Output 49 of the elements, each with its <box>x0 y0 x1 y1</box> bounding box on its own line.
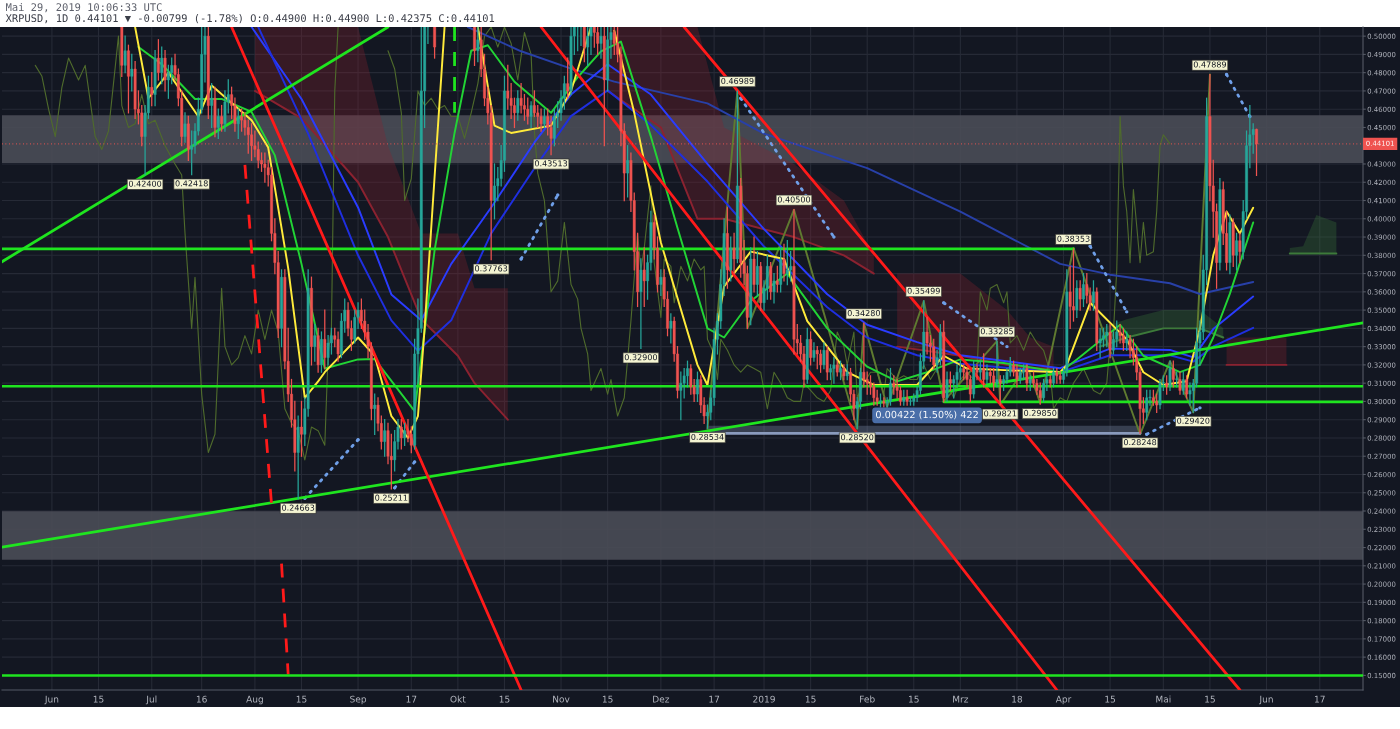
annotation: 0.29850 <box>1024 409 1057 416</box>
x-tick-label: 15 <box>93 695 104 703</box>
x-tick-label: 15 <box>296 695 307 703</box>
x-tick-label: Dez <box>653 695 670 703</box>
annotation: 0.24663 <box>282 504 315 511</box>
x-tick-label: 15 <box>602 695 613 703</box>
x-tick-label: 15 <box>1205 695 1215 703</box>
x-tick-label: 15 <box>805 695 816 703</box>
chart-subtitle: XRPUSD, 1D 0.44101 ▼ -0.00799 (-1.78%) O:0.44900 H:0.44900 L:0.42375 C:0.44101 <box>5 14 495 24</box>
x-tick-label: Jul <box>145 695 157 705</box>
x-tick-label: 17 <box>1314 695 1325 703</box>
annotation: 0.00422 (1.50%) 422 <box>876 410 978 420</box>
x-tick-label: 18 <box>1012 695 1023 703</box>
annotation: 0.34280 <box>847 310 880 317</box>
annotation: 0.37763 <box>475 265 508 272</box>
x-tick-label: 2019 <box>753 695 775 703</box>
x-tick-label: Apr <box>1055 695 1072 705</box>
x-tick-label: Jun <box>1258 695 1273 705</box>
x-tick-label: 15 <box>1105 695 1116 703</box>
annotation: 0.43513 <box>534 160 568 167</box>
annotation: 0.25211 <box>375 494 408 501</box>
annotation: 0.42418 <box>175 180 208 187</box>
annotation: 0.28534 <box>691 433 724 440</box>
annotation: 0.33285 <box>980 328 1013 335</box>
annotation: 0.35499 <box>907 287 940 294</box>
annotation: 0.29821 <box>984 410 1017 417</box>
x-tick-label: Jun <box>44 695 59 705</box>
x-tick-label: 17 <box>709 695 720 703</box>
annotation: 0.32900 <box>624 354 658 361</box>
x-tick-label: Okt <box>450 695 466 703</box>
annotation: 0.42400 <box>128 180 162 187</box>
x-tick-label: Aug <box>246 695 263 705</box>
annotation: 0.47889 <box>1193 61 1227 68</box>
x-tick-label: 15 <box>909 695 919 703</box>
x-tick-label: 17 <box>406 695 417 703</box>
x-tick-label: Nov <box>553 695 570 703</box>
annotation: 0.46989 <box>721 77 754 85</box>
annotation: 0.38353 <box>1057 235 1090 242</box>
annotation: 0.28248 <box>1123 439 1157 446</box>
x-tick-label: Sep <box>350 695 367 705</box>
x-tick-label: 16 <box>196 695 207 703</box>
x-tick-label: Feb <box>860 695 875 703</box>
x-tick-label: Mrz <box>953 695 969 703</box>
annotation: 0.40500 <box>777 196 811 203</box>
chart-title: Mai 29, 2019 10:06:33 UTC <box>6 2 162 13</box>
x-tick-label: Mai <box>1156 695 1171 703</box>
annotation: 0.28520 <box>841 434 874 441</box>
annotation: 0.29420 <box>1177 417 1210 424</box>
x-tick-label: 15 <box>499 695 510 703</box>
